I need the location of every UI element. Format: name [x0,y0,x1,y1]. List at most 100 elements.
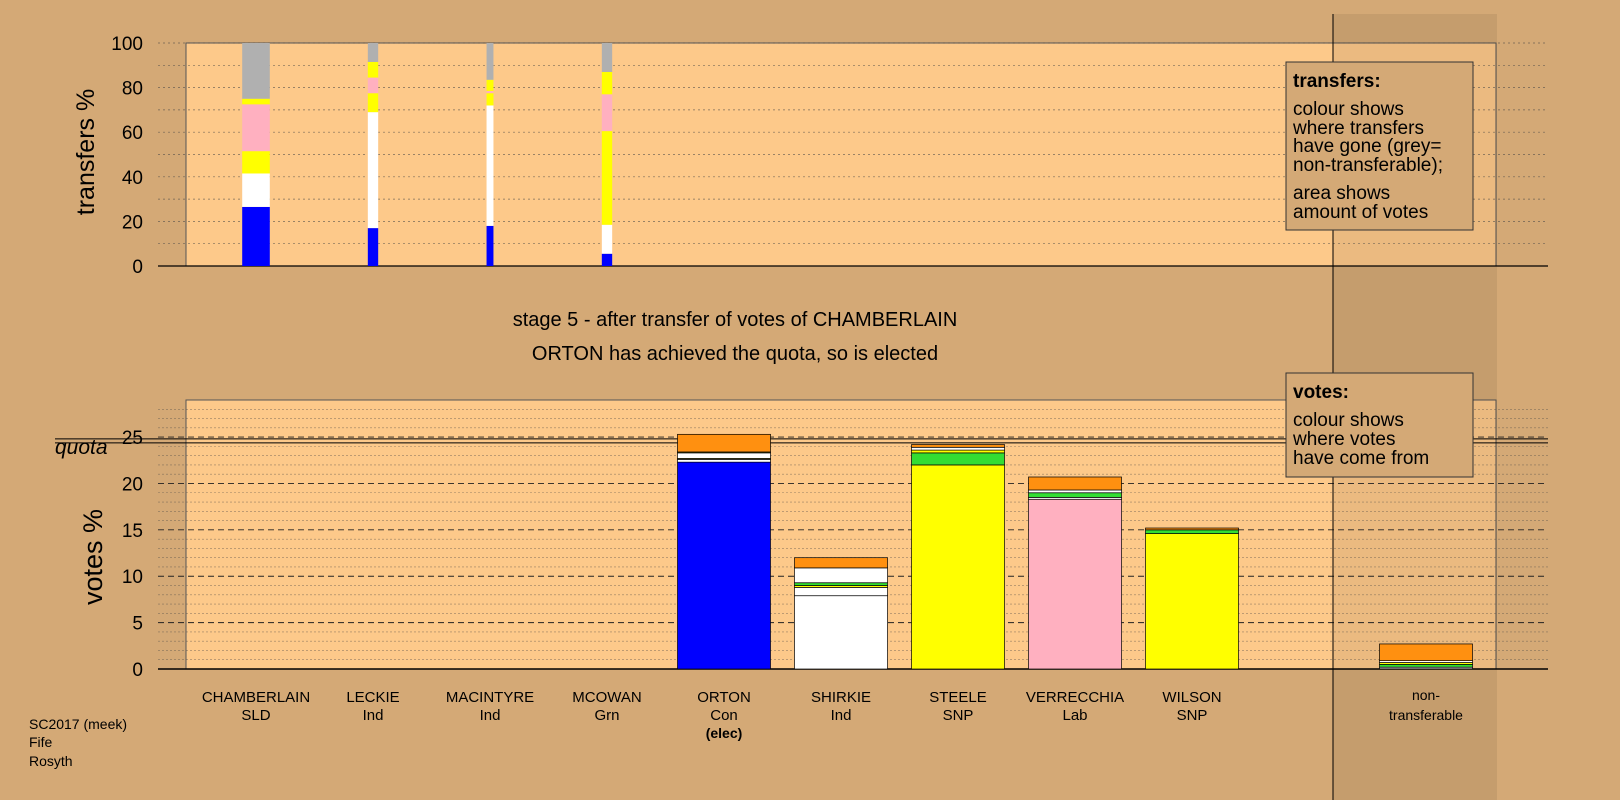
votes-x-labels: CHAMBERLAINSLDLECKIEIndMACINTYREIndMCOWA… [202,689,1222,741]
transfers-bar-segment [601,224,613,254]
transfers-legend-title: transfers: [1293,71,1381,92]
votes-bar-segment [1379,643,1473,662]
transfers-legend-box [1285,61,1474,231]
transfers-legend-line3: have gone (grey= [1293,136,1441,157]
candidate-party-label: SLD [241,707,270,724]
votes-bars [677,433,1473,670]
transfers-bar-segment [601,43,613,72]
transfers-bar-segment [367,93,379,113]
candidate-name-label: LECKIE [346,689,399,706]
transfers-legend-line5: area shows [1293,183,1390,204]
votes-bar-segment [794,587,888,597]
candidate-party-label: SNP [1177,707,1208,724]
transfers-bar [367,43,379,266]
transfers-bar-segment [367,43,379,62]
transfers-bar-segment [486,90,494,94]
votes-bar-segment [1028,492,1122,498]
votes-bar-segment [794,557,888,569]
votes-tick-label: 5 [132,614,143,635]
transfers-bar [601,43,613,266]
votes-bar-segment [911,446,1005,451]
votes-bar-segment [1028,498,1122,670]
votes-bar-segment [677,433,771,453]
transfers-chart: 0 20 40 60 80 100 transfers % [72,34,1548,278]
transfers-tick-label: 0 [132,257,143,278]
stage-status: ORTON has achieved the quota, so is elec… [532,343,938,365]
votes-legend: votes: colour shows where votes have com… [1285,372,1474,478]
footer-line3: Rosyth [29,753,73,769]
votes-bar [1145,527,1239,670]
votes-bar-segment [794,595,888,670]
transfers-bar-segment [486,93,494,106]
votes-bar-segment [1145,533,1239,670]
transfers-bar-segment [367,77,379,94]
transfers-bar-segment [242,98,270,105]
transfers-bar-segment [601,94,613,132]
candidate-party-label: Ind [480,707,501,724]
votes-tick-label: 10 [122,567,143,588]
votes-y-ticks: 0 5 10 15 20 25 [122,428,143,681]
votes-legend-line3: have come from [1293,448,1429,469]
votes-bar-segment [677,452,771,459]
votes-legend-line1: colour shows [1293,410,1404,431]
transfers-y-ticks: 0 20 40 60 80 100 [111,34,143,278]
votes-tick-label: 20 [122,474,143,495]
votes-bar-segment [1028,489,1122,494]
votes-bar [911,444,1005,670]
candidate-name-label: MCOWAN [572,689,641,706]
candidate-party-label: Ind [363,707,384,724]
votes-bar-segment [677,459,771,463]
transfers-tick-label: 100 [111,34,143,55]
transfers-legend-line2: where transfers [1292,118,1424,139]
elected-label: (elec) [706,725,743,741]
transfers-bar-segment [486,79,494,91]
transfers-bar-segment [486,43,494,80]
votes-bar [677,433,771,670]
votes-y-axis-label: votes % [78,509,108,605]
votes-tick-label: 25 [122,428,143,449]
transfers-bar-segment [601,71,613,95]
transfers-bar-segment [486,225,494,266]
transfers-bar-segment [367,112,379,229]
votes-legend-box [1285,372,1474,478]
votes-bar-segment [794,582,888,586]
candidate-name-label: ORTON [697,689,751,706]
votes-bar-segment [911,449,1005,454]
votes-bar-segment [1028,476,1122,491]
stage-title: stage 5 - after transfer of votes of CHA… [513,309,958,331]
transfers-y-axis-label: transfers % [72,89,100,215]
transfers-bar-segment [242,206,270,266]
nontransferable-label-line1: non- [1412,687,1440,703]
nontransferable-x-label: non- transferable [1389,687,1463,723]
transfers-bar [486,43,494,266]
nontransferable-label-line2: transferable [1389,707,1463,723]
votes-bar-segment [911,464,1005,670]
transfers-tick-label: 80 [122,79,143,100]
votes-bar [794,557,888,670]
candidate-name-label: CHAMBERLAIN [202,689,310,706]
candidate-name-label: SHIRKIE [811,689,871,706]
transfers-bar-segment [242,43,270,99]
votes-bar-segment [677,461,771,670]
transfers-bar-segment [367,61,379,78]
transfers-bar-segment [242,104,270,152]
nontransferable-bar [1379,643,1473,670]
transfers-legend-line6: amount of votes [1293,202,1428,223]
candidate-name-label: VERRECCHIA [1026,689,1124,706]
candidate-party-label: Con [710,707,738,724]
votes-bar-segment [911,444,1005,448]
transfers-bars [242,43,613,266]
votes-bar-segment [1379,664,1473,668]
candidate-name-label: WILSON [1162,689,1221,706]
votes-legend-line2: where votes [1292,429,1395,450]
transfers-tick-label: 40 [122,168,143,189]
transfers-bar [242,43,270,266]
transfers-bar-segment [486,105,494,226]
votes-bar-segment [911,452,1005,466]
transfers-bar-segment [242,173,270,207]
election-footer: SC2017 (meek) Fife Rosyth [29,716,127,769]
candidate-party-label: SNP [943,707,974,724]
votes-bar-segment [794,567,888,584]
transfers-legend: transfers: colour shows where transfers … [1285,61,1474,231]
